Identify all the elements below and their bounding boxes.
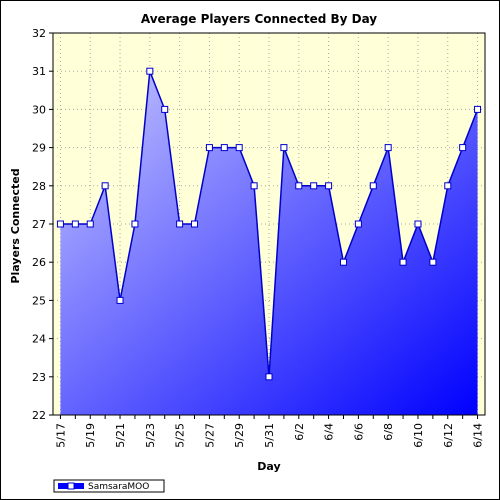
data-point-6/1 bbox=[280, 144, 288, 152]
chart-title: Average Players Connected By Day bbox=[141, 12, 377, 26]
data-point-5/28 bbox=[220, 144, 228, 152]
legend: SamsaraMOO bbox=[53, 479, 165, 493]
x-tick-label: 6/4 bbox=[323, 423, 336, 441]
x-tick-label: 6/6 bbox=[352, 423, 365, 441]
y-tick-label: 31 bbox=[32, 65, 46, 78]
x-tick-label: 5/29 bbox=[233, 423, 246, 448]
data-point-6/9 bbox=[399, 258, 407, 266]
data-point-6/3 bbox=[310, 182, 318, 190]
data-point-5/30 bbox=[250, 182, 258, 190]
x-tick-label: 6/12 bbox=[442, 423, 455, 448]
y-tick-label: 22 bbox=[32, 409, 46, 422]
y-tick-label: 29 bbox=[32, 142, 46, 155]
data-point-6/10 bbox=[414, 220, 422, 228]
x-tick-label: 5/27 bbox=[203, 423, 216, 448]
data-point-5/18 bbox=[71, 220, 79, 228]
data-point-5/29 bbox=[235, 144, 243, 152]
y-tick-label: 24 bbox=[32, 333, 46, 346]
y-axis-ticks: 22 23 24 25 26 27 28 29 30 31 32 bbox=[32, 27, 53, 422]
x-tick-label: 6/14 bbox=[472, 423, 485, 448]
data-point-5/23 bbox=[146, 67, 154, 75]
x-tick-label: 6/10 bbox=[412, 423, 425, 448]
data-point-5/24 bbox=[161, 105, 169, 113]
data-point-6/12 bbox=[444, 182, 452, 190]
x-tick-label: 5/25 bbox=[174, 423, 187, 448]
data-point-5/25 bbox=[176, 220, 184, 228]
data-point-5/21 bbox=[116, 296, 124, 304]
y-tick-label: 28 bbox=[32, 180, 46, 193]
data-point-5/26 bbox=[191, 220, 199, 228]
y-tick-label: 27 bbox=[32, 218, 46, 231]
y-tick-label: 25 bbox=[32, 294, 46, 307]
data-point-5/31 bbox=[265, 373, 273, 381]
x-tick-label: 5/19 bbox=[84, 423, 97, 448]
data-point-6/5 bbox=[339, 258, 347, 266]
x-tick-label: 5/21 bbox=[114, 423, 127, 448]
data-point-5/20 bbox=[101, 182, 109, 190]
data-point-6/2 bbox=[295, 182, 303, 190]
data-point-6/8 bbox=[384, 144, 392, 152]
y-axis-label: Players Connected bbox=[9, 168, 22, 283]
data-point-5/19 bbox=[86, 220, 94, 228]
x-tick-label: 6/2 bbox=[293, 423, 306, 441]
data-point-6/6 bbox=[354, 220, 362, 228]
x-tick-label: 5/17 bbox=[54, 423, 67, 448]
x-tick-label: 6/8 bbox=[382, 423, 395, 441]
data-point-5/27 bbox=[205, 144, 213, 152]
y-tick-label: 23 bbox=[32, 371, 46, 384]
x-tick-label: 5/23 bbox=[144, 423, 157, 448]
x-axis-ticks: 5/17 5/19 5/21 5/23 5/25 5/27 5/29 5/31 6/2 6/4 6/… bbox=[54, 415, 485, 448]
marker-layer bbox=[56, 67, 482, 381]
legend-marker bbox=[67, 482, 75, 490]
y-tick-label: 26 bbox=[32, 256, 46, 269]
x-tick-label: 5/31 bbox=[263, 423, 276, 448]
data-point-6/11 bbox=[429, 258, 437, 266]
data-point-6/4 bbox=[325, 182, 333, 190]
data-point-6/14 bbox=[474, 105, 482, 113]
x-axis-label: Day bbox=[257, 460, 280, 473]
data-point-5/22 bbox=[131, 220, 139, 228]
y-tick-label: 30 bbox=[32, 103, 46, 116]
data-point-6/13 bbox=[459, 144, 467, 152]
data-point-6/7 bbox=[369, 182, 377, 190]
series-area-fill bbox=[60, 71, 478, 415]
y-tick-label: 32 bbox=[32, 27, 46, 40]
legend-label: SamsaraMOO bbox=[88, 482, 149, 492]
data-point-5/17 bbox=[56, 220, 64, 228]
